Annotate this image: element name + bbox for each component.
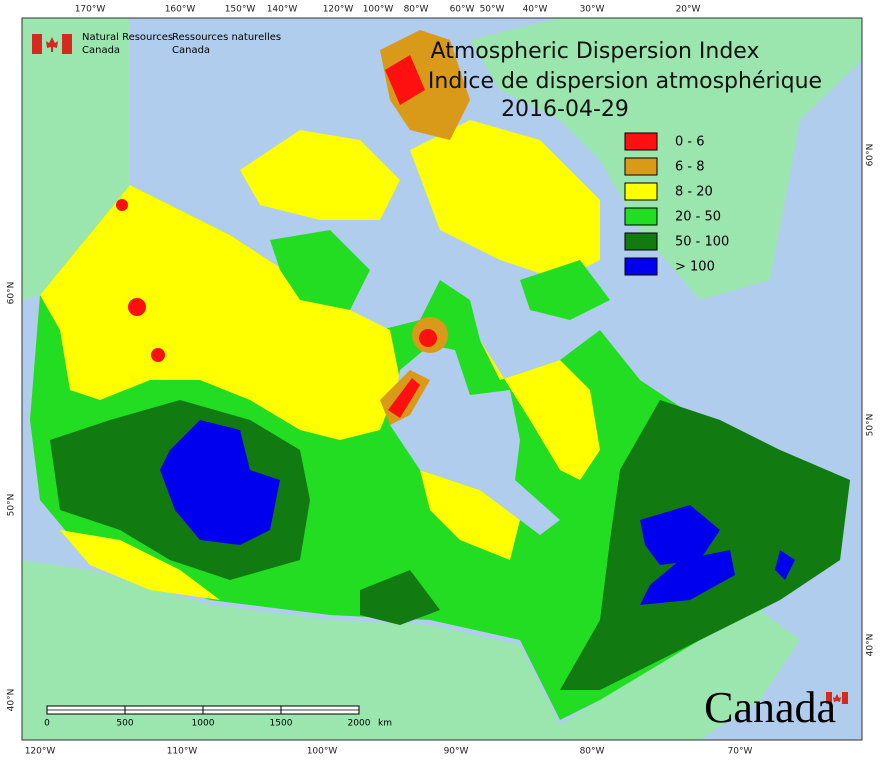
graticule-label: 40°N xyxy=(7,689,17,712)
agency-en: Canada xyxy=(82,45,120,56)
zone-0-6 xyxy=(151,348,165,362)
graticule-label: 50°N xyxy=(866,414,876,437)
legend-label: > 100 xyxy=(675,260,715,275)
graticule-label: 100°W xyxy=(363,5,394,15)
legend-swatch xyxy=(624,132,658,151)
legend-swatch xyxy=(624,182,658,201)
zone-over-100 xyxy=(775,550,795,580)
legend-label: 8 - 20 xyxy=(675,185,713,200)
legend-label: 6 - 8 xyxy=(675,160,705,175)
graticule-label: 110°W xyxy=(167,747,198,757)
scale-unit: km xyxy=(378,719,392,729)
zone-8-20 xyxy=(60,530,220,600)
graticule-label: 50°N xyxy=(7,494,17,517)
scale-label: 0 xyxy=(44,719,50,729)
legend-label: 0 - 6 xyxy=(675,135,705,150)
graticule-label: 60°N xyxy=(866,144,876,167)
zone-20-50 xyxy=(270,230,370,310)
graticule-label: 60°N xyxy=(7,282,17,305)
scale-label: 1500 xyxy=(270,719,293,729)
graticule-label: 150°W xyxy=(225,5,256,15)
scale-bar xyxy=(46,705,360,715)
scale-label: 500 xyxy=(116,719,133,729)
zone-over-100 xyxy=(640,550,735,605)
zone-50-100 xyxy=(360,570,440,625)
graticule-label: 40°W xyxy=(523,5,548,15)
graticule-label: 140°W xyxy=(267,5,298,15)
graticule-label: 70°W xyxy=(728,747,753,757)
graticule-label: 80°W xyxy=(404,5,429,15)
graticule-label: 80°W xyxy=(580,747,605,757)
scale-label: 1000 xyxy=(192,719,215,729)
legend-label: 20 - 50 xyxy=(675,210,721,225)
title: Indice de dispersion atmosphérique xyxy=(428,69,822,94)
zone-0-6 xyxy=(128,298,146,316)
zone-0-6 xyxy=(388,378,420,418)
zone-8-20 xyxy=(420,470,520,560)
graticule-label: 60°W xyxy=(450,5,475,15)
date: 2016-04-29 xyxy=(501,97,629,122)
zone-over-100 xyxy=(160,420,280,545)
legend-swatch xyxy=(624,157,658,176)
alaska xyxy=(22,18,130,300)
hudson-bay xyxy=(390,345,560,535)
arctic-island xyxy=(380,30,470,140)
greenland xyxy=(470,18,862,300)
wordmark: Canada xyxy=(704,683,836,732)
legend-label: 50 - 100 xyxy=(675,235,729,250)
graticule-label: 160°W xyxy=(165,5,196,15)
map-frame xyxy=(21,17,863,741)
graticule-label: 40°N xyxy=(866,634,876,657)
graticule-label: 100°W xyxy=(307,747,338,757)
scale-label: 2000 xyxy=(348,719,371,729)
legend-swatch xyxy=(624,207,658,226)
arctic-island xyxy=(520,260,610,320)
zone-0-6 xyxy=(116,199,128,211)
arctic-island xyxy=(410,120,600,280)
arctic-island xyxy=(385,55,425,105)
usa xyxy=(22,560,800,740)
zone-over-100 xyxy=(640,505,720,565)
agency-fr: Canada xyxy=(172,45,210,56)
graticule-label: 90°W xyxy=(444,747,469,757)
legend-swatch xyxy=(624,232,658,251)
zone-0-6 xyxy=(419,329,437,347)
zone-8-20 xyxy=(40,185,400,440)
legend-swatch xyxy=(624,257,658,276)
graticule-label: 120°W xyxy=(25,747,56,757)
arctic-island xyxy=(240,130,400,220)
title: Atmospheric Dispersion Index xyxy=(431,39,760,64)
graticule-label: 50°W xyxy=(480,5,505,15)
graticule-label: 20°W xyxy=(676,5,701,15)
graticule-label: 170°W xyxy=(75,5,106,15)
flag-logo xyxy=(32,34,848,704)
agency-en: Natural Resources xyxy=(82,32,173,43)
graticule-label: 120°W xyxy=(323,5,354,15)
zone-8-20 xyxy=(480,340,600,480)
graticule-label: 30°W xyxy=(580,5,605,15)
agency-fr: Ressources naturelles xyxy=(172,32,281,43)
